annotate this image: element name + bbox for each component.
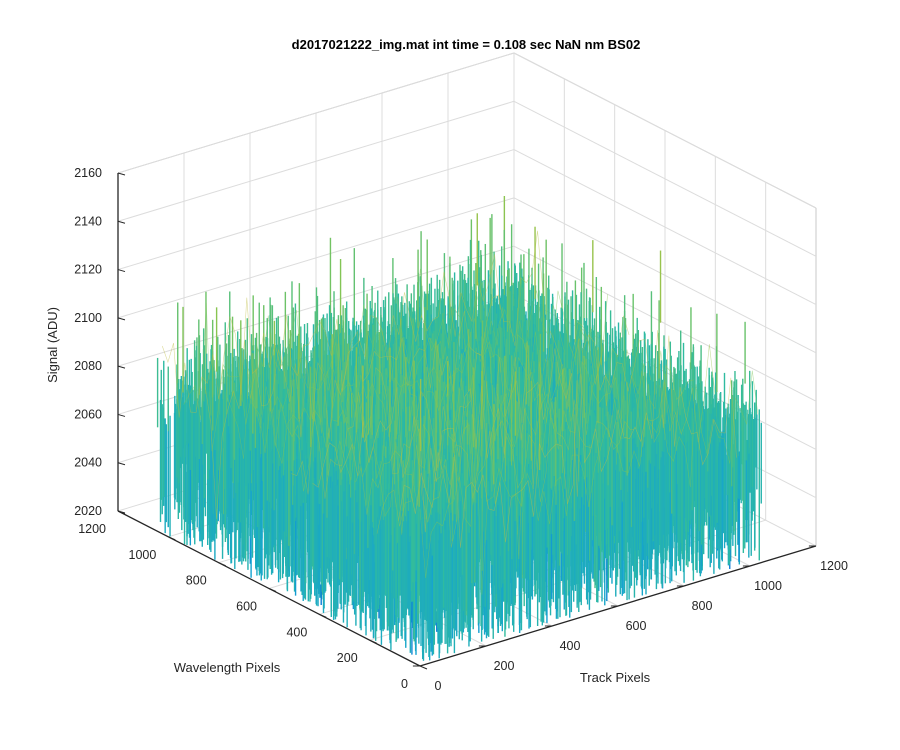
grid-line-z-back — [117, 100, 515, 222]
grid-line-z-right — [513, 197, 817, 354]
grid-line-z-right — [513, 100, 817, 257]
grid-line-z-back — [117, 52, 515, 174]
surface-mesh — [156, 195, 762, 661]
grid-line-z-right — [513, 149, 817, 306]
grid-line-z-right — [513, 245, 817, 402]
grid-line-z-back — [117, 149, 515, 271]
grid-line-z-back — [117, 197, 515, 319]
grid-line-z-right — [513, 52, 817, 209]
